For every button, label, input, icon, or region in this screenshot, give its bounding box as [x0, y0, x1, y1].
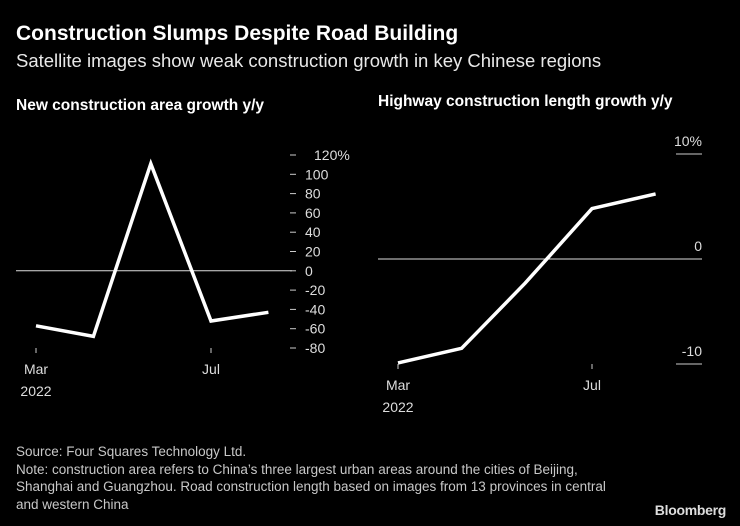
x-tick-label: Jul: [202, 361, 220, 377]
y-tick-label: 120%: [314, 147, 350, 163]
x-tick-label: Jul: [583, 377, 601, 393]
right-chart: 10% 0 -10 Mar 2022 Jul: [378, 133, 702, 415]
y-tick-label: -80: [305, 340, 325, 356]
chart-subtitle: Satellite images show weak construction …: [16, 50, 602, 71]
y-tick-label: -20: [305, 282, 325, 298]
x-tick-label: Mar: [386, 377, 410, 393]
left-chart-title: New construction area growth y/y: [16, 97, 265, 114]
y-tick-label: -40: [305, 301, 325, 317]
chart-title: Construction Slumps Despite Road Buildin…: [16, 22, 459, 45]
y-tick-label: 80: [305, 186, 321, 202]
y-tick-label: 100: [305, 166, 329, 182]
y-tick-label: 40: [305, 224, 321, 240]
series-line: [35, 158, 269, 339]
y-tick-label: 0: [694, 238, 702, 254]
x-tick-sublabel: 2022: [382, 399, 413, 415]
y-tick-label: 10%: [674, 133, 702, 149]
right-chart-title: Highway construction length growth y/y: [378, 93, 673, 110]
y-tick-label: 0: [305, 263, 313, 279]
series-line: [397, 192, 656, 365]
x-tick-label: Mar: [24, 361, 48, 377]
note-text: Note: construction area refers to China’…: [16, 461, 606, 512]
y-tick-label: 20: [305, 244, 321, 260]
y-tick-label: 60: [305, 205, 321, 221]
y-tick-label: -10: [682, 343, 702, 359]
x-tick-sublabel: 2022: [20, 383, 51, 399]
y-tick-label: -60: [305, 321, 325, 337]
source-text: Source: Four Squares Technology Ltd.: [16, 444, 247, 459]
bloomberg-logo: Bloomberg: [654, 502, 727, 518]
footnote: Source: Four Squares Technology Ltd. Not…: [16, 443, 616, 513]
left-chart: 120% 100 80 60 40 20 0 -20 -40 -60 -80 Mar 2022 Jul: [16, 147, 350, 399]
